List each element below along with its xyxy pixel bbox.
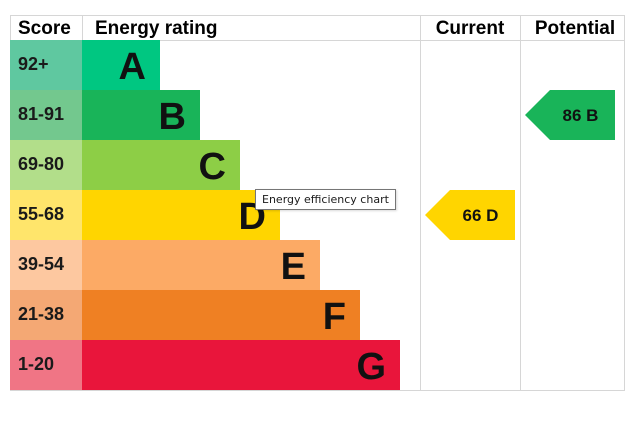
band-bar-b [82,90,200,140]
score-cell-d [10,190,82,240]
score-label-g: 1-20 [18,354,54,374]
score-label-c: 69-80 [18,154,64,174]
score-label-f: 21-38 [18,304,64,324]
score-label-a: 92+ [18,54,49,74]
current-header: Current [436,18,505,39]
rating-bands: 92+ A81-91 B69-80 C55-68 D39-54 E21-38 F1-20 G [10,40,400,390]
band-bar-g [82,340,400,390]
band-letter-b: B [159,96,186,138]
band-letter-g: G [356,346,386,388]
score-cell-c [10,140,82,190]
potential-arrow-label: 86 B [563,106,599,125]
score-cell-a [10,40,82,90]
chart-tooltip: Energy efficiency chart [255,189,396,210]
score-cell-g [10,340,82,390]
score-cell-b [10,90,82,140]
band-bar-e [82,240,320,290]
band-bar-c [82,140,240,190]
band-bar-a [82,40,160,90]
rating-arrows: 66 D 86 B [425,90,615,240]
potential-arrow [525,90,615,140]
band-bar-f [82,290,360,340]
current-arrow-label: 66 D [463,206,499,225]
score-label-b: 81-91 [18,104,64,124]
current-arrow [425,190,515,240]
band-bar-d [82,190,280,240]
band-letter-a: A [119,46,146,88]
band-letter-c: C [199,146,226,188]
score-label-d: 55-68 [18,204,64,224]
band-letter-f: F [323,296,346,338]
band-letter-e: E [281,246,306,288]
score-cell-e [10,240,82,290]
rating-header: Energy rating [95,18,217,39]
score-label-e: 39-54 [18,254,64,274]
score-header: Score [18,18,71,39]
score-cell-f [10,290,82,340]
potential-header: Potential [535,18,615,39]
